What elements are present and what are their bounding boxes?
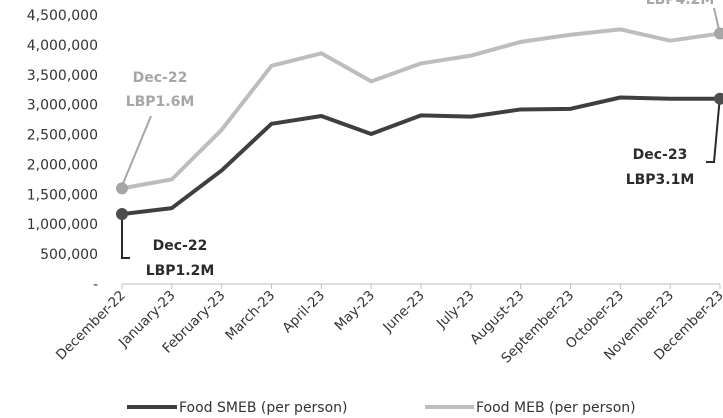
x-tick-label: May-23 bbox=[332, 288, 378, 334]
x-tick-label: April-23 bbox=[279, 288, 328, 337]
y-tick-label: 2,500,000 bbox=[27, 128, 98, 144]
series-line-food-meb bbox=[120, 27, 722, 191]
y-tick-label: 4,500,000 bbox=[27, 8, 98, 24]
legend-label: Food MEB (per person) bbox=[476, 400, 636, 416]
annotation-date: Dec-22 bbox=[153, 238, 208, 254]
y-tick-label: - bbox=[93, 277, 98, 293]
annotation-value: LBP1.2M bbox=[146, 263, 215, 279]
series-markers bbox=[116, 27, 723, 221]
series-line-food-smeb bbox=[120, 95, 722, 217]
annotation-value: LBP1.6M bbox=[126, 94, 195, 110]
annotation-date: Dec-22 bbox=[133, 70, 188, 86]
y-tick-label: 4,000,000 bbox=[27, 38, 98, 54]
x-tick-label: June-23 bbox=[379, 288, 427, 336]
y-axis: - 500,000 1,000,000 1,500,000 2,000,000 2,500… bbox=[27, 8, 98, 293]
series-lines bbox=[120, 27, 722, 217]
annotation-leader bbox=[121, 211, 130, 259]
y-tick-label: 3,500,000 bbox=[27, 68, 98, 84]
annotation-leaders bbox=[121, 7, 721, 259]
data-point-marker bbox=[116, 208, 128, 221]
x-tick-label: July-23 bbox=[433, 288, 478, 333]
data-point-marker bbox=[116, 182, 128, 195]
legend: Food SMEB (per person) Food MEB (per pers… bbox=[127, 400, 636, 416]
data-point-marker bbox=[714, 27, 723, 40]
x-tick-label: December-22 bbox=[53, 288, 129, 364]
y-tick-label: 1,000,000 bbox=[27, 217, 98, 233]
annotations: Dec-22 LBP1.6M Dec-22 LBP1.2M Dec-23 LBP3.1M L… bbox=[126, 0, 715, 279]
data-point-marker bbox=[714, 92, 723, 105]
y-tick-label: 2,000,000 bbox=[27, 157, 98, 173]
y-tick-label: 1,500,000 bbox=[27, 187, 98, 203]
annotation-value: LBP3.1M bbox=[626, 172, 695, 188]
y-tick-label: 500,000 bbox=[40, 247, 98, 263]
x-tick-label: March-23 bbox=[222, 288, 278, 344]
annotation-value: LBP4.2M bbox=[646, 0, 715, 8]
annotation-date: Dec-23 bbox=[633, 147, 688, 163]
x-axis: December-22January-23February-23March-23… bbox=[53, 283, 723, 367]
legend-label: Food SMEB (per person) bbox=[179, 400, 348, 416]
annotation-leader bbox=[706, 95, 721, 163]
y-tick-label: 3,000,000 bbox=[27, 98, 98, 114]
annotation-leader bbox=[121, 115, 152, 187]
